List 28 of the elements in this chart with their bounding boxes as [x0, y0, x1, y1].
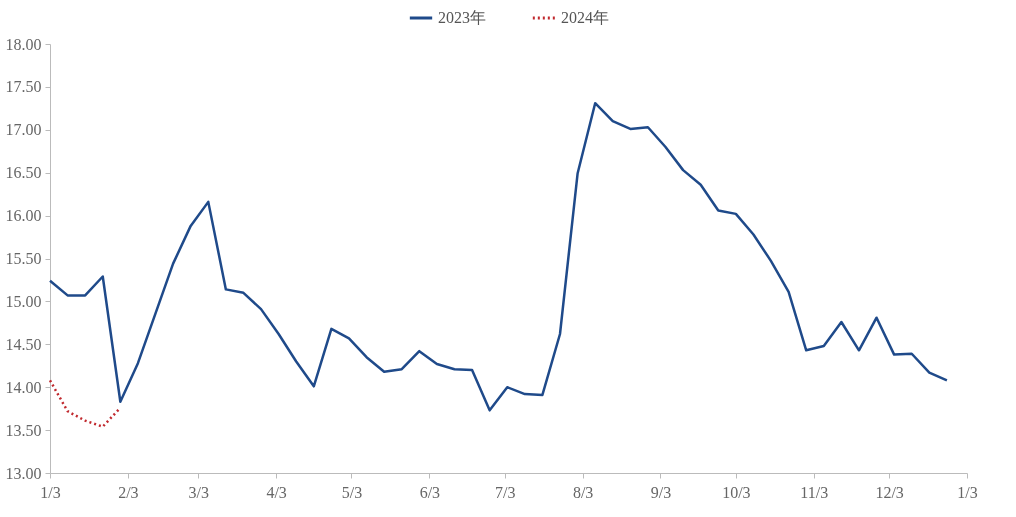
x-tick-label: 8/3 — [572, 483, 594, 501]
x-tick-label: 12/3 — [875, 483, 904, 501]
y-tick-label: 16.00 — [5, 207, 42, 225]
line-series — [48, 379, 122, 428]
x-tick-label: 4/3 — [266, 483, 287, 501]
legend-label: 2023年 — [438, 9, 486, 26]
line-series — [48, 101, 949, 412]
y-tick-label: 17.00 — [5, 121, 42, 139]
y-tick-label: 14.50 — [5, 335, 42, 353]
x-tick-label: 1/3 — [40, 483, 61, 501]
x-tick-label: 6/3 — [419, 483, 441, 501]
x-tick-label: 10/3 — [722, 483, 751, 501]
y-tick-label: 15.50 — [5, 250, 42, 267]
y-tick-label: 13.00 — [5, 464, 42, 482]
y-tick-label: 18.00 — [5, 35, 42, 53]
y-tick-label: 15.00 — [5, 292, 42, 310]
x-tick-label: 11/3 — [800, 483, 829, 501]
x-tick-label: 1/3 — [957, 483, 978, 501]
x-tick-label: 5/3 — [341, 483, 363, 501]
y-tick-label: 14.00 — [5, 378, 42, 396]
legend-label: 2024年 — [561, 9, 609, 26]
x-tick-label: 2/3 — [118, 483, 139, 501]
y-tick-label: 13.50 — [5, 421, 42, 439]
y-tick-label: 17.50 — [5, 78, 42, 96]
x-tick-label: 3/3 — [188, 483, 209, 501]
x-tick-label: 7/3 — [495, 483, 516, 501]
y-tick-label: 16.50 — [5, 164, 42, 182]
x-tick-label: 9/3 — [650, 483, 672, 501]
